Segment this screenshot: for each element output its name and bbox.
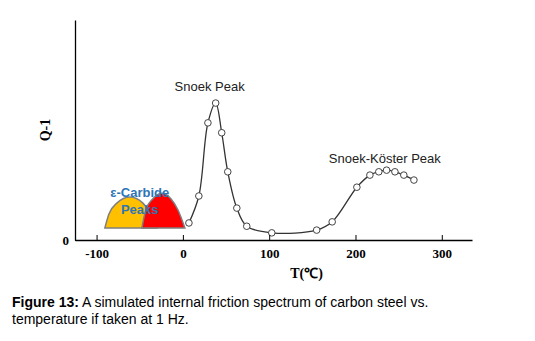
x-axis: -100 0 100 200 300 (76, 235, 473, 261)
data-point (354, 184, 361, 191)
tick-label: 100 (260, 246, 280, 261)
data-point (186, 220, 193, 227)
tick: 200 (346, 235, 366, 261)
y-axis-title: Q-1 (38, 119, 53, 142)
tick-mark (75, 240, 80, 241)
annotation: Snoek Peak (175, 79, 246, 94)
data-point (329, 219, 336, 226)
axis-line (75, 21, 76, 241)
data-point (383, 167, 390, 174)
tick: 100 (260, 235, 280, 261)
data-point (411, 177, 418, 184)
data-point (234, 205, 241, 212)
tick-label: 0 (180, 246, 187, 261)
tick-mark (183, 235, 184, 240)
data-point (392, 169, 399, 176)
tick-mark (355, 235, 356, 240)
tick-label: 300 (433, 246, 453, 261)
data-point (218, 129, 225, 136)
data-point (401, 172, 408, 179)
tick: -100 (85, 235, 109, 261)
tick-mark (442, 235, 443, 240)
caption: Figure 13: A simulated internal friction… (12, 294, 482, 328)
plot-area (105, 100, 417, 236)
data-point (196, 193, 203, 200)
tick-label: 200 (346, 246, 366, 261)
y-axis: 0 (63, 21, 81, 248)
axis-line (76, 240, 473, 241)
data-point (212, 100, 219, 107)
data-line (189, 103, 414, 233)
tick-label: -100 (85, 246, 109, 261)
chart-container: -100 0 100 200 300 0 T(℃) Q-1 Snoek Peak Snoek-Kö… (0, 0, 535, 294)
tick-label: 0 (63, 233, 70, 248)
data-point (313, 227, 320, 234)
data-point (205, 120, 212, 127)
caption-label: Figure 13: (12, 294, 79, 310)
annotation: Peaks (121, 202, 159, 217)
tick: 0 (63, 233, 81, 248)
tick: 300 (433, 235, 453, 261)
x-axis-title: T(℃) (290, 266, 323, 282)
data-point (375, 169, 382, 176)
tick-mark (269, 235, 270, 240)
tick-mark (97, 235, 98, 240)
page: {"chart_data": { "type": "line", "captio… (0, 0, 535, 341)
annotation: ε-Carbide (110, 185, 169, 200)
annotation: Snoek-Köster Peak (329, 151, 442, 166)
data-point (243, 223, 250, 230)
chart-svg: -100 0 100 200 300 0 T(℃) Q-1 Snoek Peak Snoek-Kö… (0, 0, 535, 290)
data-point (367, 172, 374, 179)
caption-space (79, 294, 82, 310)
data-point (224, 169, 231, 176)
tick: 0 (180, 235, 187, 261)
